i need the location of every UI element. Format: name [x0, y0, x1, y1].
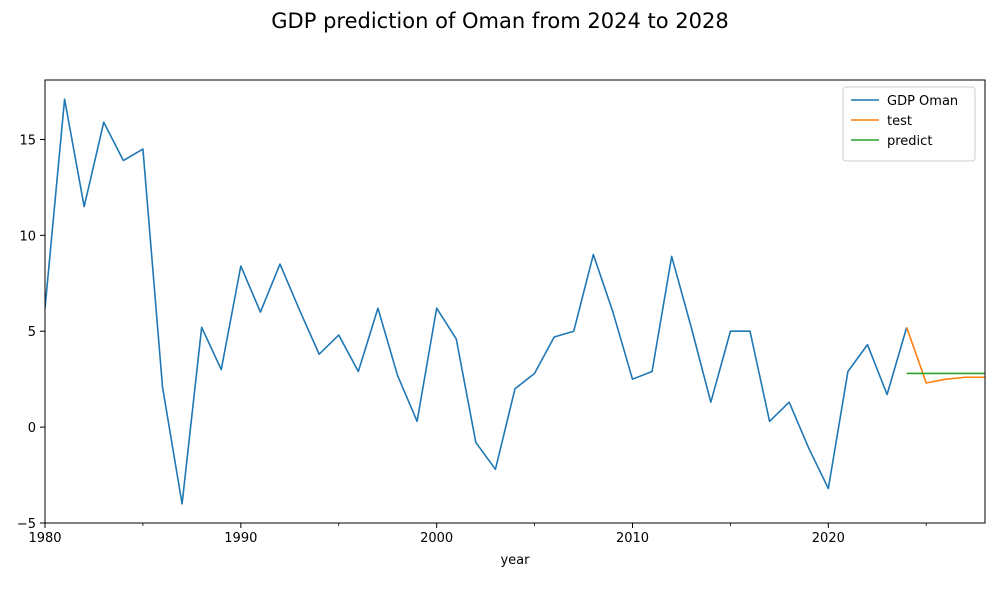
legend-label: GDP Oman: [887, 94, 958, 109]
legend-label: test: [887, 114, 912, 129]
x-tick-label: 1990: [224, 531, 257, 546]
series-line-gdp-oman: [45, 98, 908, 505]
legend-label: predict: [887, 134, 932, 149]
chart-title: GDP prediction of Oman from 2024 to 2028: [271, 9, 728, 33]
plot-frame: [44, 79, 986, 524]
y-tick-label: −5: [17, 517, 36, 532]
x-tick-label: 2020: [812, 531, 845, 546]
y-tick-label: 0: [28, 421, 36, 436]
axes-layer: 1980 1990 2000 2010 2020 −5 0 5 10 15: [17, 79, 986, 546]
y-tick-label: 10: [19, 229, 36, 244]
y-tick-label: 5: [28, 325, 36, 340]
y-tick-label: 15: [19, 133, 36, 148]
x-tick-label: 1980: [28, 531, 61, 546]
series-line-test: [905, 327, 985, 384]
x-axis-label: year: [500, 553, 530, 568]
legend: GDP Oman test predict: [842, 86, 976, 162]
x-tick-label: 2000: [420, 531, 453, 546]
legend-box: [842, 86, 976, 162]
series-layer: [45, 98, 985, 505]
x-tick-label: 2010: [616, 531, 649, 546]
